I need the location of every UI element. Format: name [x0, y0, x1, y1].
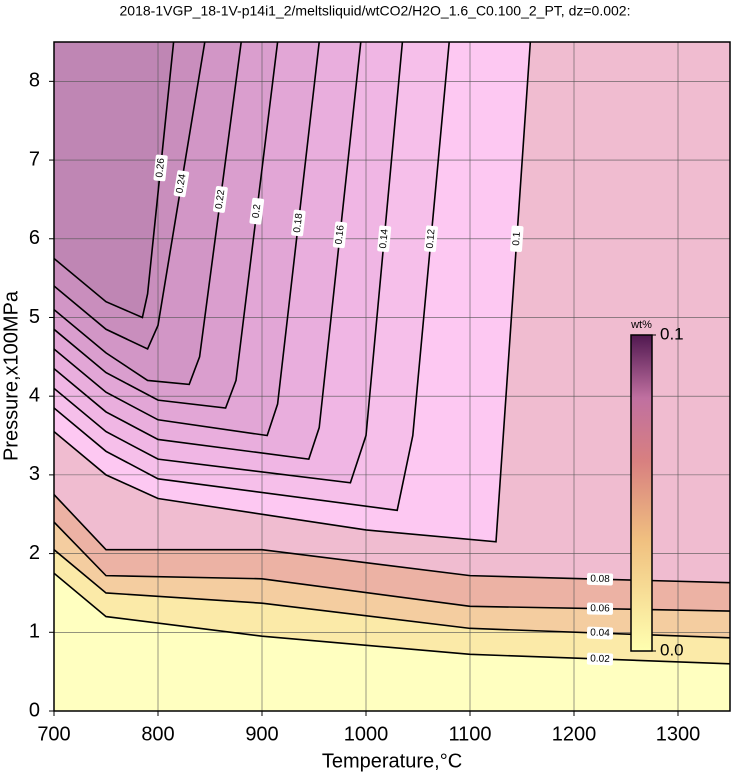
contour-label-group: 0.24: [173, 170, 190, 198]
contour-label: 0.18: [292, 212, 305, 233]
contour-label-bg: [249, 197, 265, 225]
contour-label: 0.06: [590, 603, 610, 614]
contour-label-bg: [332, 221, 348, 249]
plot-frame: [53, 41, 731, 712]
contour-label: 0.2: [251, 203, 264, 219]
contour-line: [54, 42, 279, 409]
contour-label: 0.26: [154, 157, 167, 178]
contour-label: 0.24: [175, 173, 189, 194]
contour-line: [54, 42, 242, 386]
contour-label-group: 0.26: [153, 154, 168, 182]
contour-label: 0.04: [590, 627, 610, 639]
y-tick-label: 1: [29, 621, 40, 643]
colorbar-label: wt%: [630, 319, 652, 331]
contour-label-group: 0.08: [586, 572, 614, 586]
contour-label-group: 0.12: [424, 225, 438, 253]
contour-label-bg: [586, 652, 614, 666]
x-tick-label: 1000: [344, 723, 389, 745]
colorbar-tick-label: 0.1: [660, 324, 684, 343]
contour-line: [54, 42, 175, 319]
contour-label-bg: [586, 602, 614, 615]
contour-line: [54, 42, 532, 543]
contour-line: [54, 42, 404, 484]
contour-label-group: 0.1: [510, 225, 524, 253]
contour-line: [54, 521, 730, 612]
x-tick-label: 1200: [552, 723, 597, 745]
contour-line: [54, 572, 730, 665]
contour-fill: [54, 42, 174, 318]
contour-label: 0.14: [378, 228, 391, 249]
contour-line: [54, 42, 320, 437]
colorbar: [630, 334, 653, 652]
y-axis-label: Pressure,x100MPa: [0, 290, 22, 461]
x-tick-label: 800: [141, 723, 174, 745]
contour-label-group: 0.18: [291, 209, 306, 237]
contour-line: [54, 42, 362, 461]
contour-label-bg: [173, 170, 190, 198]
y-tick-label: 2: [29, 542, 40, 564]
contour-label-group: 0.2: [249, 197, 265, 225]
contour-label: 0.22: [214, 189, 228, 210]
y-tick-label: 6: [29, 227, 40, 249]
contour-label-bg: [291, 209, 306, 237]
contour-label: 0.02: [590, 653, 610, 665]
contour-label-group: 0.14: [377, 225, 392, 253]
x-tick-label: 700: [37, 723, 70, 745]
contour-label-group: 0.02: [586, 652, 614, 666]
x-tick-label: 1100: [448, 723, 491, 745]
overlay: 700 800 900 1000 1100 1200 1300012345678wt%0.0…: [29, 41, 731, 745]
contour-label-group: 0.04: [586, 626, 614, 640]
y-tick-label: 0: [29, 699, 40, 721]
x-tick-label: 900: [245, 723, 278, 745]
contour-label: 0.1: [511, 231, 523, 246]
contour-label: 0.08: [590, 574, 610, 586]
contour-label-bg: [424, 225, 438, 253]
x-axis-label: Temperature,°C: [322, 750, 462, 772]
contour-label-group: 0.16: [332, 221, 348, 249]
contour-line: [54, 494, 730, 584]
contour-label-group: 0.22: [212, 185, 228, 213]
x-tick-label: 1300: [656, 723, 701, 745]
y-tick-label: 3: [29, 463, 40, 485]
y-tick-label: 7: [29, 148, 40, 170]
colorbar-tick-label: 0.0: [660, 640, 684, 659]
contour-label-bg: [212, 185, 228, 213]
contour-line: [54, 42, 450, 512]
contour-label-bg: [153, 154, 168, 182]
chart-title: 2018-1VGP_18-1V-p14i1_2/meltsliquid/wtCO…: [120, 3, 631, 19]
contour-label-bg: [510, 225, 524, 253]
contour-line: [54, 549, 730, 639]
plot-area: 0.02 0.04 0.06 0.08 0.1 0.12 0.14 0.16 0.18 0.2 0.…: [54, 42, 730, 711]
y-tick-label: 5: [29, 306, 40, 328]
y-tick-label: 8: [29, 70, 40, 92]
contour-line: [54, 42, 206, 351]
contour-label: 0.16: [334, 224, 347, 245]
y-tick-label: 4: [29, 384, 40, 406]
contour-label-bg: [377, 225, 392, 253]
contour-label-bg: [586, 572, 614, 586]
contour-label-bg: [586, 626, 614, 640]
contour-label-group: 0.06: [586, 602, 614, 615]
contour-label: 0.12: [425, 228, 438, 249]
